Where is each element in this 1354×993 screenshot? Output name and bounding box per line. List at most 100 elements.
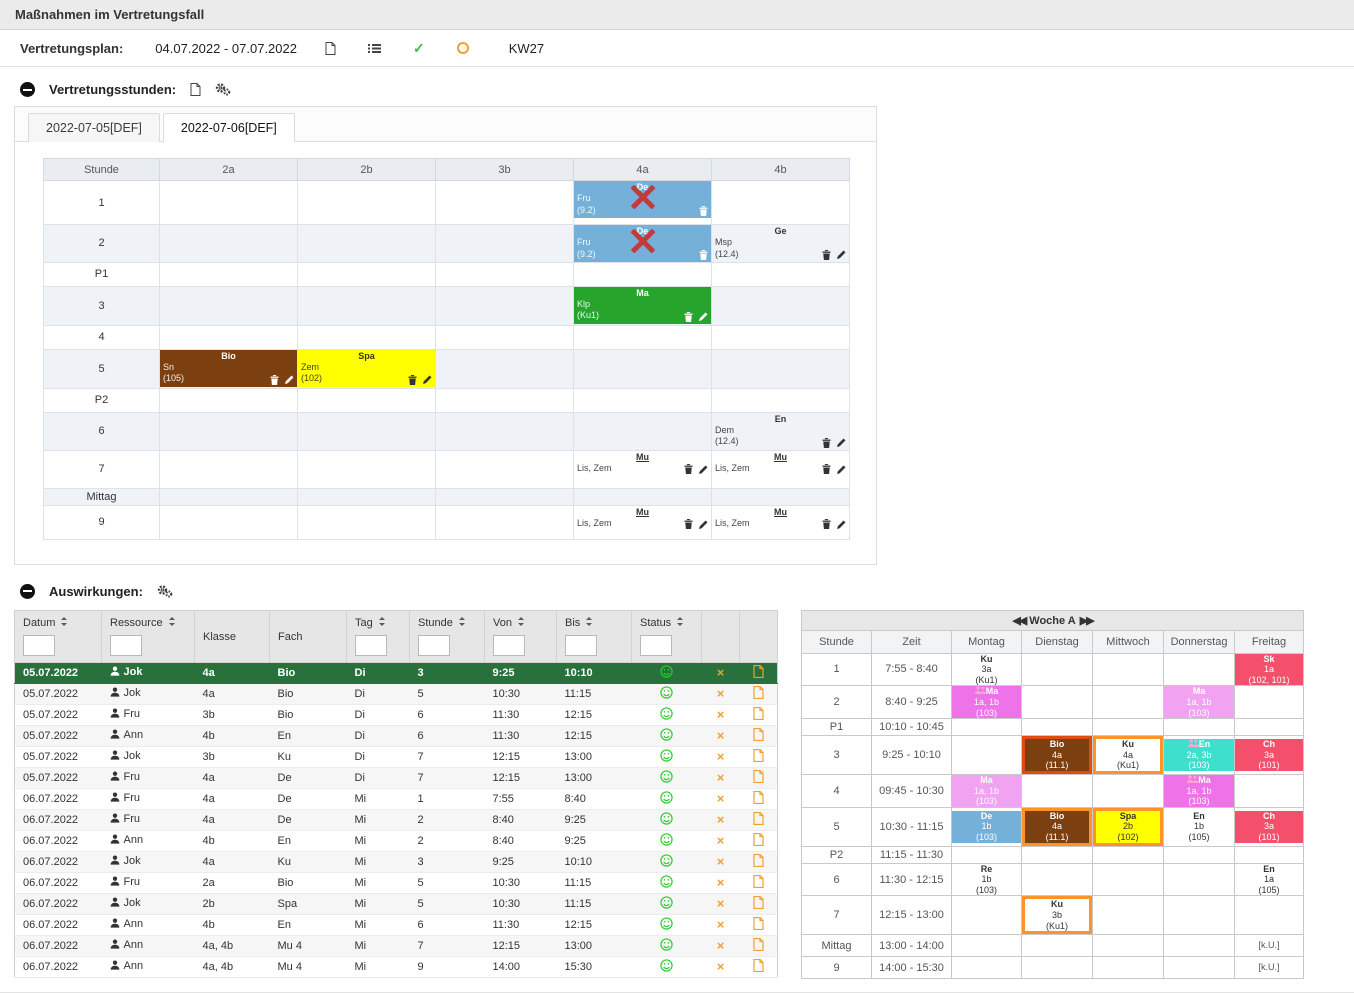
grid-cell[interactable]: Mu Lis, Zem: [711, 449, 850, 489]
column-header-Bis[interactable]: Bis: [556, 609, 632, 663]
grid-cell-empty[interactable]: [159, 224, 298, 263]
document-action[interactable]: [739, 683, 778, 705]
grid-cell-empty[interactable]: [711, 348, 850, 389]
grid-cell-empty[interactable]: [573, 324, 712, 350]
pencil-icon[interactable]: [699, 312, 708, 321]
filter-input-Stunde[interactable]: [418, 634, 450, 656]
grid-cell-empty[interactable]: [159, 449, 298, 489]
lesson-entry[interactable]: Mu Lis, Zem: [574, 506, 711, 532]
grid-cell-empty[interactable]: [435, 224, 574, 263]
grid-cell[interactable]: Ma Klp (Ku1): [573, 285, 712, 326]
pencil-icon[interactable]: [699, 465, 708, 474]
document-action[interactable]: [739, 935, 778, 957]
tab-1[interactable]: 2022-07-06[DEF]: [162, 113, 295, 142]
grid-cell-empty[interactable]: [573, 387, 712, 413]
grid-cell-empty[interactable]: [573, 348, 712, 389]
document-action[interactable]: [739, 809, 778, 831]
document-action[interactable]: [739, 851, 778, 873]
pencil-icon[interactable]: [837, 250, 846, 260]
lesson-entry[interactable]: Spa Zem (102): [298, 349, 435, 387]
remove-action[interactable]: ×: [701, 956, 740, 978]
grid-cell-empty[interactable]: [297, 504, 436, 540]
remove-action[interactable]: ×: [701, 662, 740, 684]
week-cell[interactable]: Ma 1a, 1b (103): [951, 685, 1022, 720]
grid-cell-empty[interactable]: [711, 261, 850, 287]
grid-cell-empty[interactable]: [435, 487, 574, 506]
pencil-icon[interactable]: [423, 375, 432, 384]
week-cell[interactable]: Ku 3a (Ku1): [951, 652, 1022, 687]
grid-cell[interactable]: De Fru (9.2): [573, 224, 712, 263]
remove-action[interactable]: ×: [701, 809, 740, 831]
week-cell[interactable]: En 1a (105): [1234, 862, 1304, 897]
document-action[interactable]: [739, 725, 778, 747]
document-action[interactable]: [739, 662, 778, 684]
grid-cell-empty[interactable]: [297, 449, 436, 489]
remove-action[interactable]: ×: [701, 767, 740, 789]
trash-icon[interactable]: [822, 519, 831, 529]
lesson-entry[interactable]: En Dem (12.4): [712, 413, 849, 450]
trash-icon[interactable]: [684, 519, 693, 529]
effects-row[interactable]: 06.07.2022 Fru 4a De Mi 2 8:40 9:25 ×: [14, 809, 778, 831]
document-action[interactable]: [739, 746, 778, 768]
week-cell[interactable]: Ma 1a, 1b (103): [1163, 773, 1235, 808]
grid-cell-empty[interactable]: [297, 261, 436, 287]
filter-input-Ressource[interactable]: [110, 634, 142, 656]
document-action[interactable]: [739, 893, 778, 915]
sort-icon[interactable]: [458, 616, 467, 627]
grid-cell-empty[interactable]: [711, 324, 850, 350]
trash-icon[interactable]: [699, 249, 708, 260]
lesson-entry[interactable]: Ma Klp (Ku1): [574, 286, 711, 324]
grid-cell-empty[interactable]: [711, 285, 850, 326]
column-header-Datum[interactable]: Datum: [14, 609, 102, 663]
grid-cell-empty[interactable]: [573, 411, 712, 451]
week-cell[interactable]: En 1b (105): [1163, 806, 1235, 847]
filter-input-Von[interactable]: [493, 634, 525, 656]
pencil-icon[interactable]: [837, 465, 846, 474]
document-action[interactable]: [739, 704, 778, 726]
sort-icon[interactable]: [168, 616, 177, 627]
effects-row[interactable]: 05.07.2022 Jok 4a Bio Di 3 9:25 10:10 ×: [14, 662, 778, 684]
document-icon[interactable]: [190, 83, 201, 96]
grid-cell-empty[interactable]: [297, 487, 436, 506]
column-header-Status[interactable]: Status: [631, 609, 702, 663]
grid-cell-empty[interactable]: [573, 487, 712, 506]
sort-icon[interactable]: [60, 616, 69, 627]
grid-cell-empty[interactable]: [435, 261, 574, 287]
trash-icon[interactable]: [822, 249, 831, 260]
pencil-icon[interactable]: [285, 375, 294, 384]
trash-icon[interactable]: [822, 437, 831, 448]
effects-row[interactable]: 06.07.2022 Ann 4b En Mi 2 8:40 9:25 ×: [14, 830, 778, 852]
document-action[interactable]: [739, 767, 778, 789]
collapse-minus-icon[interactable]: [20, 82, 35, 97]
grid-cell-empty[interactable]: [435, 449, 574, 489]
grid-cell[interactable]: Mu Lis, Zem: [573, 504, 712, 540]
column-header-Stunde[interactable]: Stunde: [409, 609, 485, 663]
effects-row[interactable]: 06.07.2022 Jok 4a Ku Mi 3 9:25 10:10 ×: [14, 851, 778, 873]
effects-row[interactable]: 06.07.2022 Ann 4b En Mi 6 11:30 12:15 ×: [14, 914, 778, 936]
remove-action[interactable]: ×: [701, 830, 740, 852]
grid-cell-empty[interactable]: [159, 487, 298, 506]
remove-action[interactable]: ×: [701, 704, 740, 726]
effects-row[interactable]: 06.07.2022 Ann 4a, 4b Mu 4 Mi 7 12:15 13:00 ×: [14, 935, 778, 957]
grid-cell[interactable]: Mu Lis, Zem: [573, 449, 712, 489]
grid-cell-empty[interactable]: [159, 504, 298, 540]
lesson-entry[interactable]: Mu Lis, Zem: [574, 451, 711, 477]
filter-input-Status[interactable]: [640, 634, 672, 656]
list-icon[interactable]: [367, 43, 381, 54]
lesson-entry[interactable]: De Fru (9.2): [574, 225, 711, 262]
grid-cell-empty[interactable]: [435, 504, 574, 540]
grid-cell[interactable]: Bio Sn (105): [159, 348, 298, 389]
grid-cell-empty[interactable]: [573, 261, 712, 287]
effects-row[interactable]: 06.07.2022 Fru 4a De Mi 1 7:55 8:40 ×: [14, 788, 778, 810]
trash-icon[interactable]: [684, 464, 693, 474]
week-cell[interactable]: Bio 4a (11.1): [1021, 806, 1093, 847]
grid-cell[interactable]: En Dem (12.4): [711, 411, 850, 451]
filter-input-Tag[interactable]: [355, 634, 387, 656]
grid-cell-empty[interactable]: [435, 285, 574, 326]
remove-action[interactable]: ×: [701, 914, 740, 936]
tab-0[interactable]: 2022-07-05[DEF]: [28, 113, 160, 142]
grid-cell-empty[interactable]: [711, 387, 850, 413]
effects-row[interactable]: 05.07.2022 Ann 4b En Di 6 11:30 12:15 ×: [14, 725, 778, 747]
grid-cell-empty[interactable]: [711, 180, 850, 225]
trash-icon[interactable]: [822, 464, 831, 474]
